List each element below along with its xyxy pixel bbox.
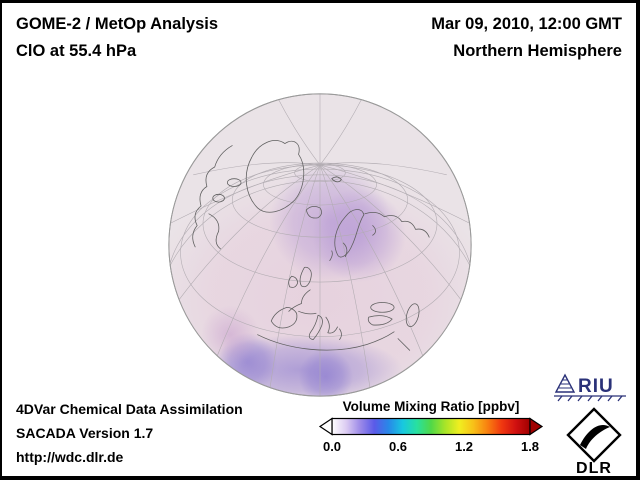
dlr-logo-text: DLR	[576, 460, 612, 475]
riu-logo: RIU	[552, 370, 628, 404]
colorbar-gradient	[331, 417, 531, 436]
globe-map	[164, 89, 476, 401]
colorbar-block: Volume Mixing Ratio [ppbv] 0.0 0.6 1.2 1…	[318, 399, 544, 455]
dlr-logo: DLR	[565, 407, 623, 477]
riu-baseline	[554, 395, 626, 402]
plot-region: Northern Hemisphere	[453, 42, 622, 60]
datetime-block: Mar 09, 2010, 12:00 GMT Northern Hemisph…	[431, 11, 622, 65]
credit-line-1: 4DVar Chemical Data Assimilation	[16, 401, 243, 417]
colorbar-tick: 0.6	[388, 439, 408, 454]
plot-subtitle: ClO at 55.4 hPa	[16, 42, 137, 60]
credit-line-2: SACADA Version 1.7	[16, 425, 154, 441]
credits-block: 4DVar Chemical Data Assimilation SACADA …	[16, 397, 243, 469]
plot-datetime: Mar 09, 2010, 12:00 GMT	[431, 15, 622, 33]
riu-logo-svg: RIU	[554, 373, 626, 402]
dlr-diamond-icon	[566, 407, 622, 463]
colorbar-tick: 1.8	[520, 439, 540, 454]
title-block: GOME-2 / MetOp Analysis ClO at 55.4 hPa	[16, 11, 218, 65]
riu-logo-text: RIU	[578, 376, 614, 397]
globe-svg	[168, 93, 472, 397]
coastlines	[192, 140, 430, 351]
dlr-logo-svg: DLR	[566, 407, 622, 477]
colorbar-ticks: 0.0 0.6 1.2 1.8	[318, 439, 544, 455]
riu-triangle-icon	[554, 373, 576, 393]
colorbar-tick: 0.0	[322, 439, 342, 454]
dlr-swoosh-icon	[580, 425, 610, 449]
colorbar	[318, 417, 544, 436]
credit-url: http://wdc.dlr.de	[16, 449, 124, 465]
globe-rim	[168, 93, 472, 397]
colorbar-left-arrow	[318, 417, 333, 436]
colorbar-title: Volume Mixing Ratio [ppbv]	[342, 399, 520, 414]
colorbar-right-arrow	[529, 417, 544, 436]
colorbar-tick: 1.2	[454, 439, 474, 454]
plot-title: GOME-2 / MetOp Analysis	[16, 15, 219, 33]
